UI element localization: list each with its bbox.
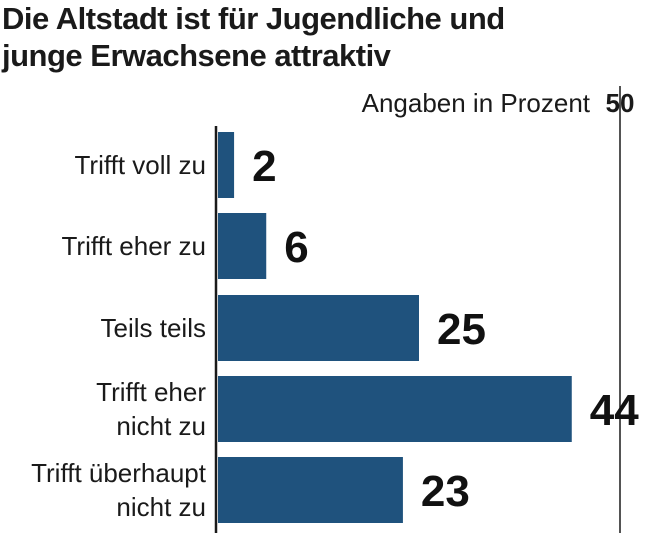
category-label: Trifft eher zu: [62, 231, 207, 261]
category-label: Trifft eher: [96, 377, 206, 407]
category-label: Trifft voll zu: [75, 150, 206, 180]
category-labels-group: Trifft voll zu Trifft eher zu Teils teils T…: [31, 150, 207, 522]
category-label: Trifft überhaupt: [31, 458, 207, 488]
value-label: 2: [252, 142, 276, 191]
x-tick-label: 50: [606, 88, 635, 118]
chart-title-line-2: junge Erwachsene attraktiv: [2, 38, 391, 73]
value-label: 44: [590, 386, 639, 435]
chart-title-line-1: Die Altstadt ist für Jugendliche und: [2, 1, 505, 36]
bar: [218, 376, 572, 442]
bar: [218, 295, 419, 361]
value-labels-group: 26 25 44 23: [252, 142, 639, 516]
value-label: 23: [421, 467, 470, 516]
category-label: nicht zu: [116, 411, 206, 441]
category-label: nicht zu: [116, 492, 206, 522]
bar: [218, 132, 235, 198]
value-label: 25: [437, 305, 486, 354]
chart-title: Die Altstadt ist für Jugendliche und jun…: [2, 0, 642, 74]
bar: [218, 457, 403, 523]
unit-label: Angaben in Prozent: [362, 88, 591, 118]
bar: [218, 213, 267, 279]
bars-group: [218, 132, 572, 523]
value-label: 6: [284, 223, 308, 272]
category-label: Teils teils: [101, 313, 206, 343]
